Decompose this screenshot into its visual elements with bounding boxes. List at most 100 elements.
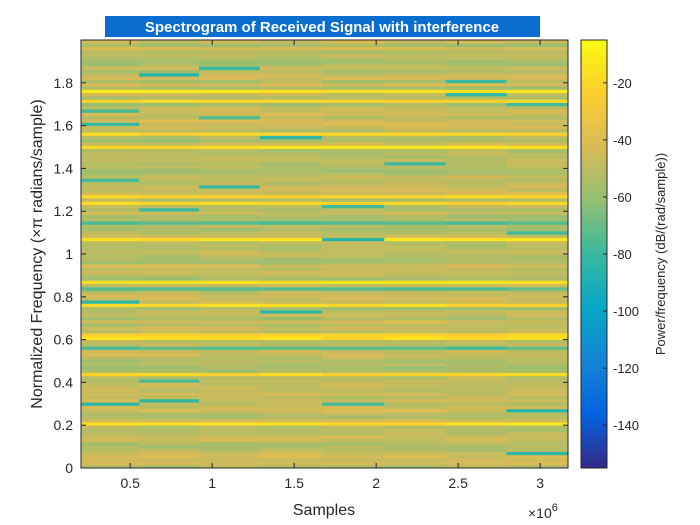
- heatmap-cell: [445, 184, 507, 189]
- heatmap-cell: [506, 119, 568, 123]
- heatmap-cell: [506, 204, 568, 209]
- heatmap-cell: [139, 92, 200, 97]
- heatmap-cell: [384, 56, 447, 61]
- heatmap-cell: [506, 286, 568, 291]
- heatmap-cell: [199, 421, 261, 426]
- heatmap-cell: [506, 122, 568, 126]
- heatmap-cell: [384, 421, 447, 426]
- heatmap-cell: [199, 342, 261, 347]
- heatmap-cell: [506, 372, 568, 377]
- heatmap-cell: [259, 375, 323, 380]
- heatmap-cell: [506, 408, 568, 413]
- heatmap-cell: [384, 385, 447, 390]
- heatmap-cell: [506, 115, 568, 120]
- heatmap-cell: [81, 122, 140, 126]
- heatmap-cell: [322, 145, 385, 150]
- heatmap-cell: [445, 109, 507, 113]
- heatmap-cell: [139, 273, 200, 278]
- heatmap-cell: [259, 418, 323, 423]
- heatmap-cell: [506, 46, 568, 51]
- heatmap-cell: [445, 313, 507, 317]
- heatmap-cell: [139, 405, 200, 410]
- heatmap-cell: [199, 119, 261, 123]
- heatmap-cell: [445, 388, 507, 393]
- heatmap-cell: [322, 388, 385, 393]
- heatmap-cell: [506, 142, 568, 146]
- heatmap-cell: [139, 385, 200, 390]
- heatmap-cell: [322, 365, 385, 370]
- heatmap-cell: [322, 408, 385, 413]
- heatmap-cell: [322, 119, 385, 123]
- heatmap-cell: [322, 247, 385, 252]
- heatmap-cell: [139, 204, 200, 209]
- heatmap-cell: [81, 438, 140, 443]
- heatmap-cell: [259, 132, 323, 136]
- heatmap-cell: [139, 392, 200, 396]
- heatmap-cell: [259, 66, 323, 71]
- heatmap-cell: [322, 438, 385, 443]
- heatmap-cell: [506, 395, 568, 400]
- heatmap-cell: [199, 230, 261, 235]
- heatmap-cell: [384, 105, 447, 110]
- heatmap-cell: [506, 329, 568, 334]
- heatmap-cell: [322, 369, 385, 373]
- heatmap-cell: [384, 273, 447, 278]
- heatmap-cell: [139, 105, 200, 110]
- y-axis-label: Normalized Frequency (×π radians/sample): [29, 99, 46, 408]
- heatmap-cell: [199, 40, 261, 44]
- heatmap-cell: [259, 191, 323, 196]
- heatmap-cell: [506, 270, 568, 275]
- heatmap-cell: [199, 464, 261, 468]
- heatmap-cell: [139, 214, 200, 219]
- heatmap-cell: [506, 53, 568, 57]
- heatmap-cell: [322, 151, 385, 156]
- heatmap-cell: [259, 244, 323, 248]
- heatmap-cell: [506, 336, 568, 340]
- heatmap-cell: [259, 458, 323, 462]
- heatmap-cell: [445, 217, 507, 222]
- heatmap-cell: [506, 290, 568, 294]
- heatmap-cell: [199, 135, 261, 140]
- heatmap-cell: [384, 431, 447, 436]
- heatmap-cell: [199, 99, 261, 103]
- heatmap-cell: [81, 105, 140, 110]
- heatmap-cell: [259, 270, 323, 275]
- heatmap-cell: [199, 56, 261, 61]
- heatmap-cell: [506, 421, 568, 426]
- heatmap-cell: [139, 339, 200, 344]
- heatmap-cell: [506, 128, 568, 133]
- heatmap-cell: [384, 441, 447, 446]
- heatmap-cell: [506, 112, 568, 117]
- heatmap-cell: [322, 128, 385, 133]
- heatmap-cell: [81, 346, 140, 350]
- heatmap-cell: [322, 181, 385, 186]
- heatmap-cell: [506, 66, 568, 71]
- heatmap-cell: [81, 109, 140, 113]
- colorbar-tick-label: -80: [613, 247, 632, 262]
- heatmap-cell: [81, 125, 140, 130]
- heatmap-cell: [506, 293, 568, 298]
- heatmap-cell: [445, 405, 507, 410]
- heatmap-cell: [506, 237, 568, 242]
- heatmap-cell: [322, 49, 385, 54]
- heatmap-cell: [199, 82, 261, 87]
- heatmap-cell: [322, 201, 385, 206]
- heatmap-cell: [445, 198, 507, 202]
- heatmap-cell: [445, 286, 507, 291]
- heatmap-cell: [322, 76, 385, 80]
- heatmap-cell: [445, 234, 507, 238]
- heatmap-cell: [199, 148, 261, 153]
- heatmap-cell: [199, 448, 261, 452]
- heatmap-cell: [445, 165, 507, 169]
- heatmap-cell: [199, 224, 261, 229]
- heatmap-cell: [445, 329, 507, 334]
- heatmap-cell: [259, 313, 323, 317]
- heatmap-cell: [139, 293, 200, 298]
- heatmap-cell: [259, 227, 323, 232]
- y-tick-label: 0.8: [54, 289, 74, 305]
- heatmap-cell: [139, 53, 200, 57]
- heatmap-cell: [259, 303, 323, 308]
- heatmap-cell: [322, 237, 385, 242]
- heatmap-cell: [506, 257, 568, 261]
- heatmap-cell: [139, 86, 200, 90]
